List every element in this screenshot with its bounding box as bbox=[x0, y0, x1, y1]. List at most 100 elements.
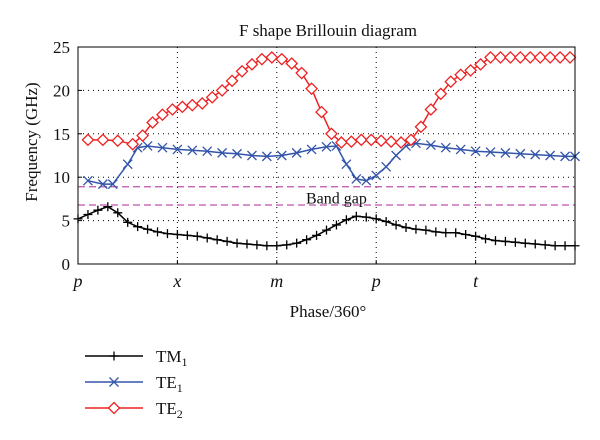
legend-entry-tm1: TM1 bbox=[85, 347, 188, 369]
data-point-te2-36 bbox=[454, 68, 468, 82]
data-point-tm1-43 bbox=[500, 236, 510, 246]
data-point-te1-16 bbox=[306, 144, 317, 155]
data-point-te2-46 bbox=[553, 50, 567, 64]
data-point-tm1-42 bbox=[490, 236, 500, 246]
y-tick-label-4: 20 bbox=[53, 81, 70, 100]
data-point-te2-7 bbox=[166, 103, 179, 116]
y-tick-label-2: 10 bbox=[53, 168, 70, 187]
data-point-te1-28 bbox=[440, 142, 451, 153]
data-point-tm1-32 bbox=[391, 220, 401, 230]
data-point-te1-15 bbox=[291, 147, 302, 158]
x-tick-label-2: m bbox=[270, 271, 283, 291]
data-point-tm1-37 bbox=[441, 228, 451, 238]
data-point-tm1-31 bbox=[381, 216, 391, 226]
data-point-te2-21 bbox=[305, 82, 319, 96]
data-point-tm1-35 bbox=[421, 225, 431, 235]
data-point-tm1-17 bbox=[242, 239, 252, 249]
legend-marker-0 bbox=[109, 351, 119, 361]
y-tick-label-1: 5 bbox=[62, 212, 71, 231]
data-point-tm1-3 bbox=[103, 202, 113, 212]
legend-entry-te1: TE1 bbox=[85, 373, 183, 395]
data-point-te2-44 bbox=[533, 50, 547, 64]
data-point-te2-15 bbox=[245, 57, 259, 71]
x-tick-label-1: x bbox=[172, 271, 181, 291]
data-point-te2-41 bbox=[503, 50, 517, 64]
legend-label-subscript-1: 1 bbox=[177, 381, 183, 395]
data-point-tm1-38 bbox=[451, 228, 461, 238]
data-point-te1-14 bbox=[276, 150, 287, 161]
x-tick-label-0: p bbox=[72, 271, 83, 291]
data-point-te2-11 bbox=[205, 90, 219, 104]
data-point-tm1-46 bbox=[530, 239, 540, 249]
data-point-te2-23 bbox=[325, 127, 338, 141]
data-point-tm1-49 bbox=[560, 241, 570, 251]
data-point-te1-34 bbox=[530, 149, 541, 160]
data-point-te2-30 bbox=[394, 136, 408, 149]
data-point-tm1-11 bbox=[182, 230, 192, 240]
data-point-te1-23 bbox=[381, 161, 392, 172]
data-point-tm1-13 bbox=[202, 233, 212, 243]
data-point-te2-25 bbox=[344, 135, 358, 149]
legend-label-1: TE1 bbox=[156, 373, 183, 395]
data-point-te2-22 bbox=[315, 105, 328, 119]
data-point-te2-12 bbox=[215, 83, 229, 97]
data-point-tm1-34 bbox=[411, 224, 421, 234]
data-point-tm1-48 bbox=[550, 241, 560, 251]
data-point-tm1-39 bbox=[461, 229, 471, 239]
data-point-tm1-44 bbox=[510, 237, 520, 247]
data-point-te1-24 bbox=[391, 150, 402, 161]
data-point-tm1-19 bbox=[262, 241, 272, 251]
data-point-tm1-1 bbox=[83, 210, 93, 220]
data-point-te2-5 bbox=[146, 116, 159, 129]
data-point-te2-6 bbox=[156, 108, 169, 122]
data-point-te2-8 bbox=[175, 100, 189, 114]
data-point-te1-9 bbox=[202, 146, 213, 157]
data-point-te1-30 bbox=[470, 146, 481, 157]
data-point-te2-2 bbox=[111, 134, 125, 148]
data-point-te1-27 bbox=[425, 140, 436, 151]
data-point-te2-13 bbox=[225, 74, 239, 88]
y-tick-label-5: 25 bbox=[53, 38, 70, 57]
series-te2 bbox=[81, 50, 577, 151]
data-point-te1-12 bbox=[246, 150, 257, 161]
data-point-te2-31 bbox=[404, 133, 418, 147]
data-point-te1-21 bbox=[361, 175, 372, 186]
data-point-tm1-24 bbox=[312, 230, 322, 240]
data-point-tm1-5 bbox=[123, 217, 133, 227]
data-point-te1-3 bbox=[122, 159, 133, 170]
data-point-te1-5 bbox=[142, 140, 153, 151]
legend-marker-1 bbox=[109, 377, 119, 387]
data-point-te2-40 bbox=[494, 50, 507, 64]
data-point-te2-32 bbox=[414, 120, 428, 134]
data-point-tm1-28 bbox=[351, 211, 361, 221]
data-point-tm1-36 bbox=[431, 227, 441, 237]
data-point-tm1-16 bbox=[232, 238, 242, 248]
data-point-tm1-47 bbox=[540, 240, 550, 250]
data-point-te1-35 bbox=[545, 150, 556, 161]
data-point-te1-32 bbox=[500, 147, 511, 158]
data-point-tm1-4 bbox=[113, 208, 123, 218]
data-point-te2-29 bbox=[384, 135, 398, 149]
data-point-tm1-8 bbox=[153, 227, 163, 237]
data-point-tm1-18 bbox=[252, 240, 262, 250]
data-point-tm1-22 bbox=[292, 238, 302, 248]
data-point-tm1-23 bbox=[302, 235, 312, 245]
chart-title: F shape Brillouin diagram bbox=[239, 21, 417, 40]
data-point-te1-19 bbox=[341, 159, 352, 170]
data-point-tm1-33 bbox=[401, 223, 411, 233]
data-point-te2-20 bbox=[295, 66, 309, 80]
data-point-tm1-2 bbox=[93, 205, 103, 215]
data-point-tm1-30 bbox=[371, 214, 381, 224]
data-point-te2-4 bbox=[136, 129, 150, 142]
grid-layer bbox=[78, 47, 575, 264]
plot-frame bbox=[77, 46, 576, 265]
data-point-tm1-7 bbox=[143, 224, 153, 234]
series-layer bbox=[73, 50, 580, 251]
data-point-tm1-45 bbox=[520, 238, 530, 248]
legend-label-0: TM1 bbox=[156, 347, 188, 369]
legend: TM1 TE1 TE2 bbox=[85, 347, 188, 421]
data-point-te2-19 bbox=[285, 57, 299, 70]
data-point-te2-33 bbox=[424, 103, 438, 116]
